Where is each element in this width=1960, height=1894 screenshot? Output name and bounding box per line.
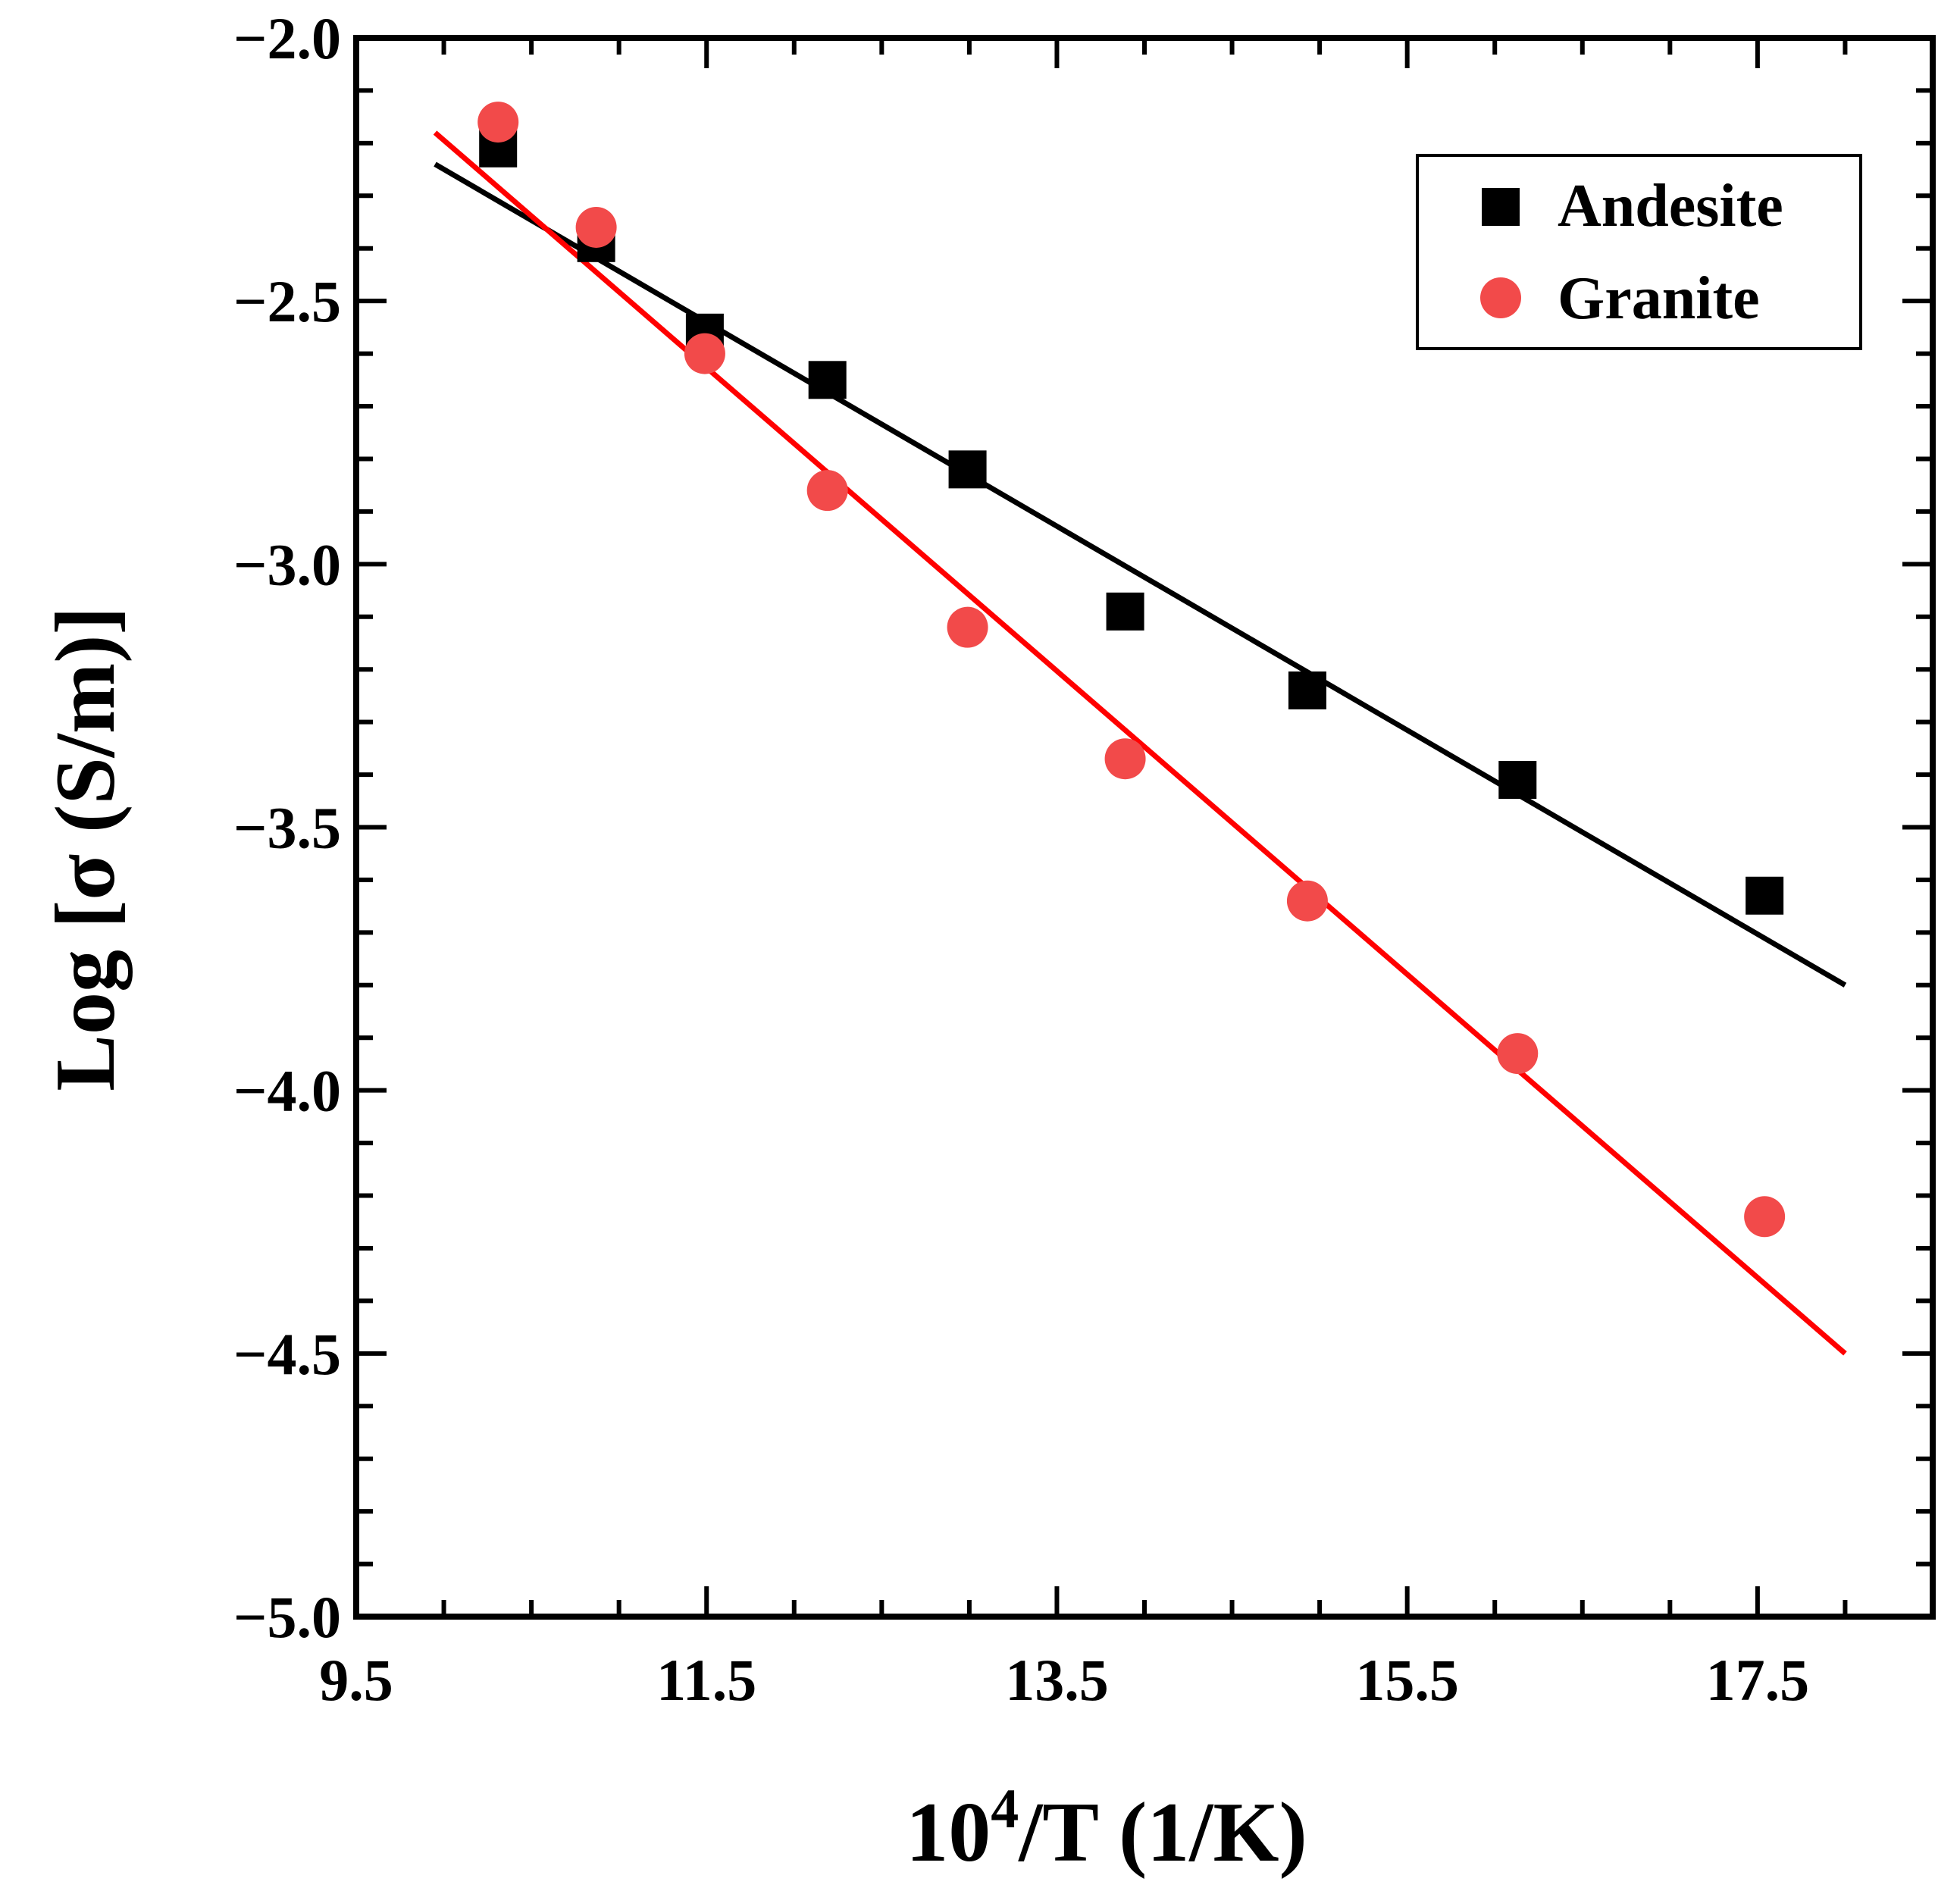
andesite-fit-line — [434, 161, 1847, 988]
x-axis-title-rest: /T (1/K) — [1017, 1786, 1307, 1880]
y-axis-title: Log [σ (S/m)] — [39, 606, 133, 1091]
legend-granite-label: Granite — [1558, 265, 1760, 332]
x-tick-label: 9.5 — [319, 1647, 393, 1713]
tick-labels: 9.5 11.5 13.5 15.5 17.5 −2.0 −2.5 −3.0 −3.5 −4.0 −… — [233, 5, 1809, 1713]
x-axis-title: 104/T (1/K) — [906, 1778, 1307, 1880]
y-tick-label: −4.0 — [233, 1058, 341, 1124]
granite-point — [575, 206, 617, 248]
andesite-point — [1288, 671, 1326, 709]
y-tick-label: −2.5 — [233, 268, 341, 334]
x-axis-title-superscript: 4 — [991, 1778, 1019, 1840]
granite-point — [1744, 1196, 1786, 1238]
y-tick-label: −4.5 — [233, 1321, 341, 1387]
fit-lines — [433, 130, 1847, 1356]
y-tick-label: −2.0 — [233, 5, 341, 71]
data-markers — [477, 102, 1786, 1238]
legend-andesite-marker — [1482, 188, 1520, 226]
x-tick-label: 15.5 — [1355, 1647, 1459, 1713]
granite-point — [806, 470, 848, 512]
x-tick-label: 13.5 — [1005, 1647, 1109, 1713]
granite-point — [684, 333, 725, 374]
granite-point — [1497, 1033, 1539, 1075]
y-tick-label: −5.0 — [233, 1584, 341, 1650]
granite-point — [947, 606, 988, 648]
andesite-point — [808, 361, 847, 399]
andesite-point — [948, 450, 987, 489]
legend-box — [1416, 154, 1862, 350]
legend-andesite-label: Andesite — [1558, 173, 1783, 239]
legend-granite-marker — [1480, 277, 1521, 318]
x-axis-title-base: 10 — [906, 1786, 991, 1880]
plot-frame — [353, 35, 1936, 1620]
andesite-point — [1746, 876, 1784, 915]
granite-point — [1286, 880, 1328, 922]
andesite-point — [1106, 592, 1144, 631]
x-tick-label: 17.5 — [1706, 1647, 1810, 1713]
y-tick-label: −3.0 — [233, 531, 341, 597]
andesite-point — [1498, 761, 1537, 800]
y-tick-label: −3.5 — [233, 795, 341, 861]
legend: Andesite Granite — [1416, 154, 1862, 350]
x-tick-label: 11.5 — [656, 1647, 756, 1713]
granite-point — [477, 102, 519, 143]
granite-point — [1104, 738, 1146, 780]
granite-fit-line — [433, 130, 1847, 1356]
